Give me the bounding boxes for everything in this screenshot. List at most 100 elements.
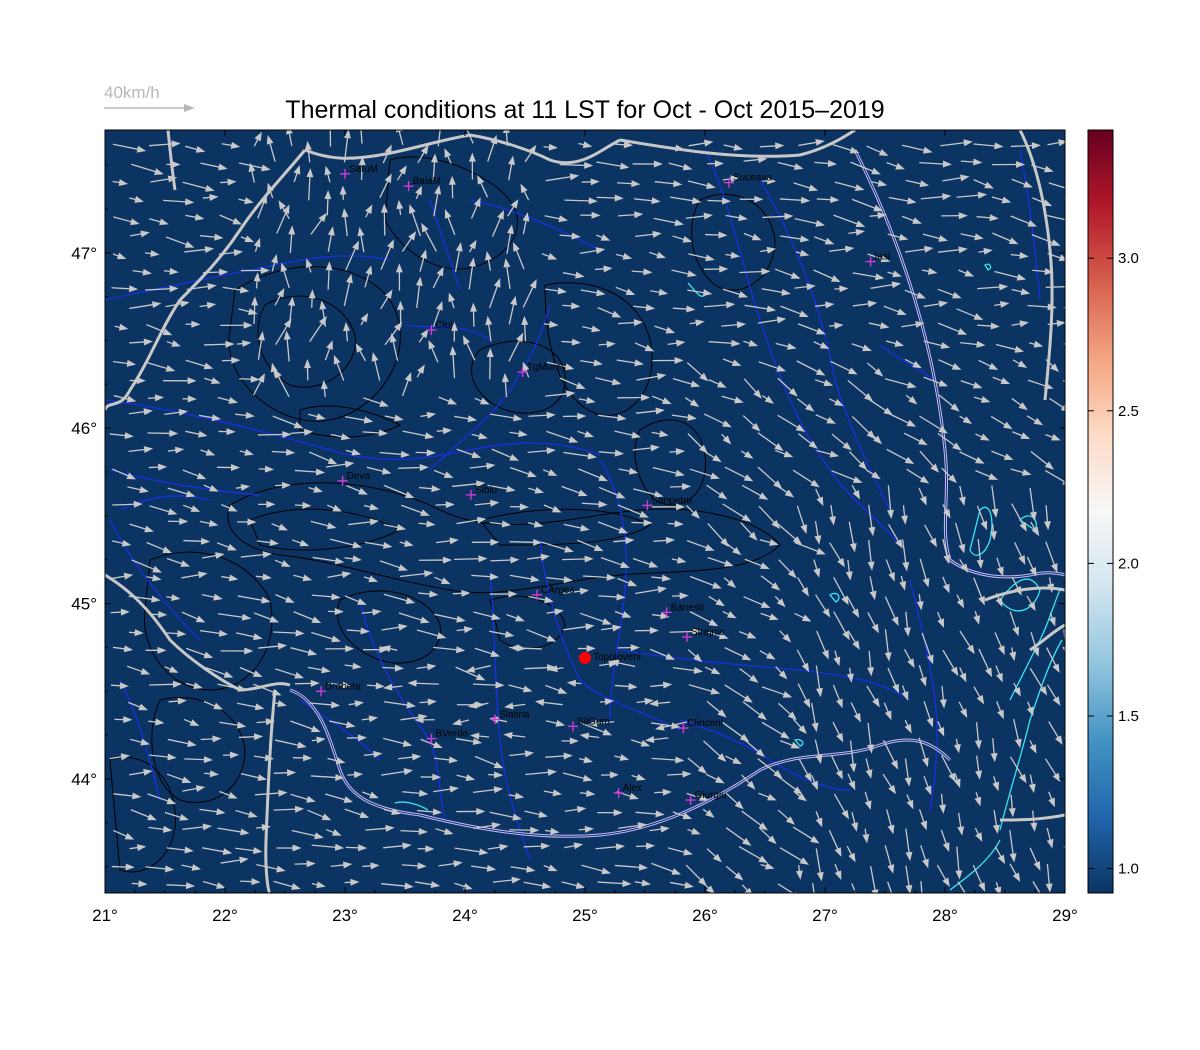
wind-vector [869,576,877,601]
wind-vector [724,684,753,703]
station-drobeta[interactable]: Drobeta [316,681,361,697]
wind-vector [381,645,398,653]
wind-vector [220,321,253,329]
wind-vector [776,484,795,498]
wind-vector [598,486,626,499]
wind-vector [523,881,552,890]
wind-vector [742,415,761,432]
station-strejnic[interactable]: Strejnic [682,627,724,642]
station-banesti[interactable]: Banesti [661,602,704,618]
wind-vector [147,793,177,805]
wind-vector [240,551,272,559]
wind-vector [275,668,305,679]
wind-vector [325,645,355,653]
wind-vector [219,790,238,799]
wind-vector [848,228,865,236]
wind-vector [852,300,878,308]
station-cluj[interactable]: Cluj [426,320,453,335]
wind-vector [455,738,483,745]
station-giurgiu[interactable]: Giurgiu [685,790,727,806]
wind-vector [456,516,487,525]
wind-vector [112,252,127,260]
station-alex[interactable]: Alex [613,783,642,799]
wind-vector [146,362,176,372]
wind-vector [687,289,713,297]
wind-vector [672,378,701,388]
wind-vector [468,152,476,180]
wind-vector [238,733,264,741]
highlight-station[interactable]: Topoloveni [579,651,641,664]
wind-vector [507,199,519,217]
wind-vector [975,433,990,441]
wind-vector [1063,736,1065,740]
station-silgum[interactable]: SilGum [568,716,610,732]
wind-vector [456,807,486,815]
wind-vector [543,789,563,797]
wind-vector [887,412,917,427]
wind-vector [613,537,635,545]
station-slatina[interactable]: Slatina [490,709,530,725]
wind-vector [618,467,639,475]
station-carges[interactable]: CArges [532,585,574,600]
wind-vector [325,460,355,468]
station-tgmures[interactable]: TgMures [517,362,566,378]
wind-vector [579,789,596,797]
station-bverde[interactable]: BVerde [426,729,469,744]
wind-vector [866,145,889,156]
station-satum[interactable]: SatuM [340,164,378,179]
wind-vector [131,880,148,888]
wind-vector [1062,629,1065,653]
wind-vector [758,361,787,372]
wind-vector [614,754,630,761]
wind-vector [469,462,496,470]
wind-vector [310,212,327,235]
station-baiam[interactable]: BaiaM [403,176,441,192]
station-sibiu[interactable]: Sibiu [466,485,497,500]
wind-vector [972,864,986,892]
wind-vector [761,686,793,698]
wind-vector [253,754,275,762]
wind-vector [886,448,915,465]
wind-vector [636,842,656,850]
wind-vector [185,359,214,370]
wind-vector [435,828,454,835]
station-label: SilGum [577,716,610,727]
wind-vector [235,483,251,491]
station-suceava[interactable]: Suceava [724,173,772,188]
wind-vector [217,827,250,836]
wind-vector [635,407,665,415]
wind-vector [325,261,333,290]
wind-vector [652,466,685,477]
wind-vector [1048,791,1055,808]
wind-vector [793,182,819,192]
wind-vector [343,273,353,307]
wind-vector [792,826,820,844]
station-sanpetru[interactable]: Sanpetru [642,495,692,511]
wind-vector [365,204,373,218]
wind-vector [668,162,693,171]
wind-vector [598,449,625,457]
wind-vector [320,379,328,398]
wind-vector [489,278,501,309]
wind-vector [814,739,823,765]
wind-vector [1044,470,1065,485]
wind-vector [938,394,960,412]
station-clinceni[interactable]: Clinceni [678,718,723,734]
wind-vector [257,430,292,438]
wind-vector [324,165,332,183]
wind-vector [186,283,217,291]
station-iasi[interactable]: Iasi [865,252,891,267]
wind-vector [887,485,895,520]
wind-vector [432,301,443,327]
topoloveni-marker[interactable] [579,651,591,664]
station-deva[interactable]: Deva [337,471,371,486]
wind-vector [1029,667,1048,696]
wind-vector [545,173,580,182]
wind-vector [222,751,240,759]
wind-vector [312,556,345,565]
wind-vector [1043,505,1051,531]
wind-vector [744,558,770,569]
wind-vector [883,305,907,316]
wind-vector [595,843,626,851]
wind-vector [814,236,835,245]
